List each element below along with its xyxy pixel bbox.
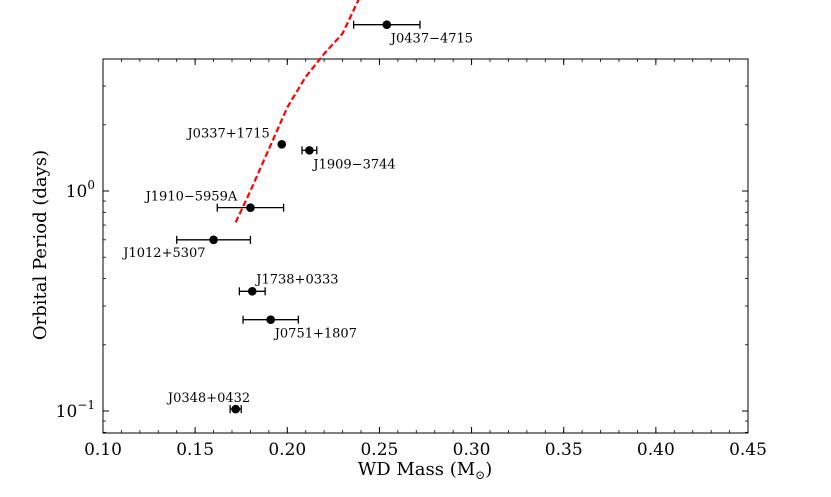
y-axis-label: Orbital Period (days) <box>30 150 51 340</box>
model-curve-group <box>234 0 360 223</box>
y-tick-base: 10 <box>56 402 78 422</box>
x-tick-label: 0.35 <box>545 440 583 460</box>
x-tick-label: 0.30 <box>453 440 491 460</box>
y-tick-exponent: 0 <box>87 178 95 192</box>
data-point-label: J0437−4715 <box>389 32 473 47</box>
y-tick-base: 10 <box>66 182 88 202</box>
data-points-group: J1713+0747B1855+09J0437−4715J0337+1715J1… <box>121 20 473 414</box>
x-tick-label: 0.10 <box>84 440 122 460</box>
x-axis-label-main: WD Mass (M <box>358 459 475 480</box>
x-tick-label: 0.45 <box>729 440 767 460</box>
data-point-label: J0751+1807 <box>273 327 357 342</box>
data-marker <box>266 315 276 325</box>
x-axis-label: WD Mass (M⊙) <box>358 459 493 482</box>
data-marker <box>247 287 257 296</box>
data-marker <box>209 235 218 245</box>
axis-ticks: 0.100.150.200.250.300.350.400.4510−11001… <box>56 59 767 460</box>
data-point: J0751+1807 <box>242 315 357 342</box>
axis-labels: Orbital Period (days) WD Mass (M⊙) <box>30 150 492 482</box>
x-tick-label: 0.40 <box>637 440 675 460</box>
data-point: J0337+1715 <box>185 126 287 149</box>
data-point-label: J1910−5959A <box>144 190 238 205</box>
plot-border <box>102 58 749 434</box>
y-tick-exponent: −1 <box>77 398 95 412</box>
data-point: J1910−5959A <box>144 190 285 212</box>
x-tick-label: 0.25 <box>360 440 398 460</box>
data-marker <box>231 404 240 414</box>
data-point: J1012+5307 <box>121 235 252 261</box>
data-marker <box>305 146 314 155</box>
y-tick-label: 10−1 <box>56 398 95 422</box>
data-marker <box>277 140 287 149</box>
data-point-label: J0348+0432 <box>166 391 250 406</box>
model-curve <box>234 0 360 223</box>
data-point-label: J0337+1715 <box>185 126 269 141</box>
x-axis-label-sub: ⊙ <box>475 468 485 482</box>
data-point-label: J1012+5307 <box>121 246 205 261</box>
data-point-label: J1909−3744 <box>311 157 395 172</box>
x-axis-label-close: ) <box>485 459 492 480</box>
data-marker <box>382 20 392 30</box>
data-point-label: J1738+0333 <box>254 272 338 287</box>
y-tick-label: 100 <box>66 178 95 202</box>
data-point: J1909−3744 <box>301 146 396 172</box>
data-point: J1738+0333 <box>238 272 339 296</box>
x-tick-label: 0.20 <box>268 440 306 460</box>
data-point: J0348+0432 <box>166 391 250 414</box>
x-tick-label: 0.15 <box>176 440 214 460</box>
plot-frame <box>102 58 749 434</box>
data-marker <box>246 203 255 212</box>
data-point: J0437−4715 <box>352 20 473 47</box>
